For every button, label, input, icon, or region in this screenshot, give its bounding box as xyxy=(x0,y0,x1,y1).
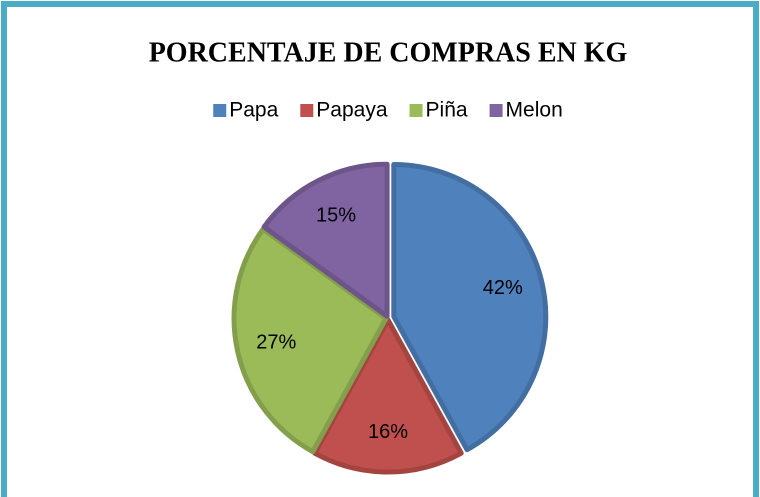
pie-slice xyxy=(261,161,390,319)
legend-swatch xyxy=(409,104,423,117)
pie-slice xyxy=(231,226,389,455)
legend: Papa Papaya Piña Melon xyxy=(213,99,563,122)
data-label: 15% xyxy=(316,204,356,226)
data-label: 27% xyxy=(256,331,296,353)
pie-slice xyxy=(312,317,464,475)
legend-label: Piña xyxy=(426,99,468,122)
legend-swatch xyxy=(213,104,227,117)
data-label: 42% xyxy=(483,277,523,299)
pie-slice xyxy=(391,162,549,453)
data-label: 16% xyxy=(368,421,408,443)
legend-label: Papa xyxy=(229,99,278,122)
legend-label: Melon xyxy=(506,99,563,122)
legend-swatch xyxy=(489,104,503,117)
legend-label: Papaya xyxy=(316,99,388,122)
legend-swatch xyxy=(300,104,314,117)
chart-title: PORCENTAJE DE COMPRAS EN KG xyxy=(149,37,628,68)
